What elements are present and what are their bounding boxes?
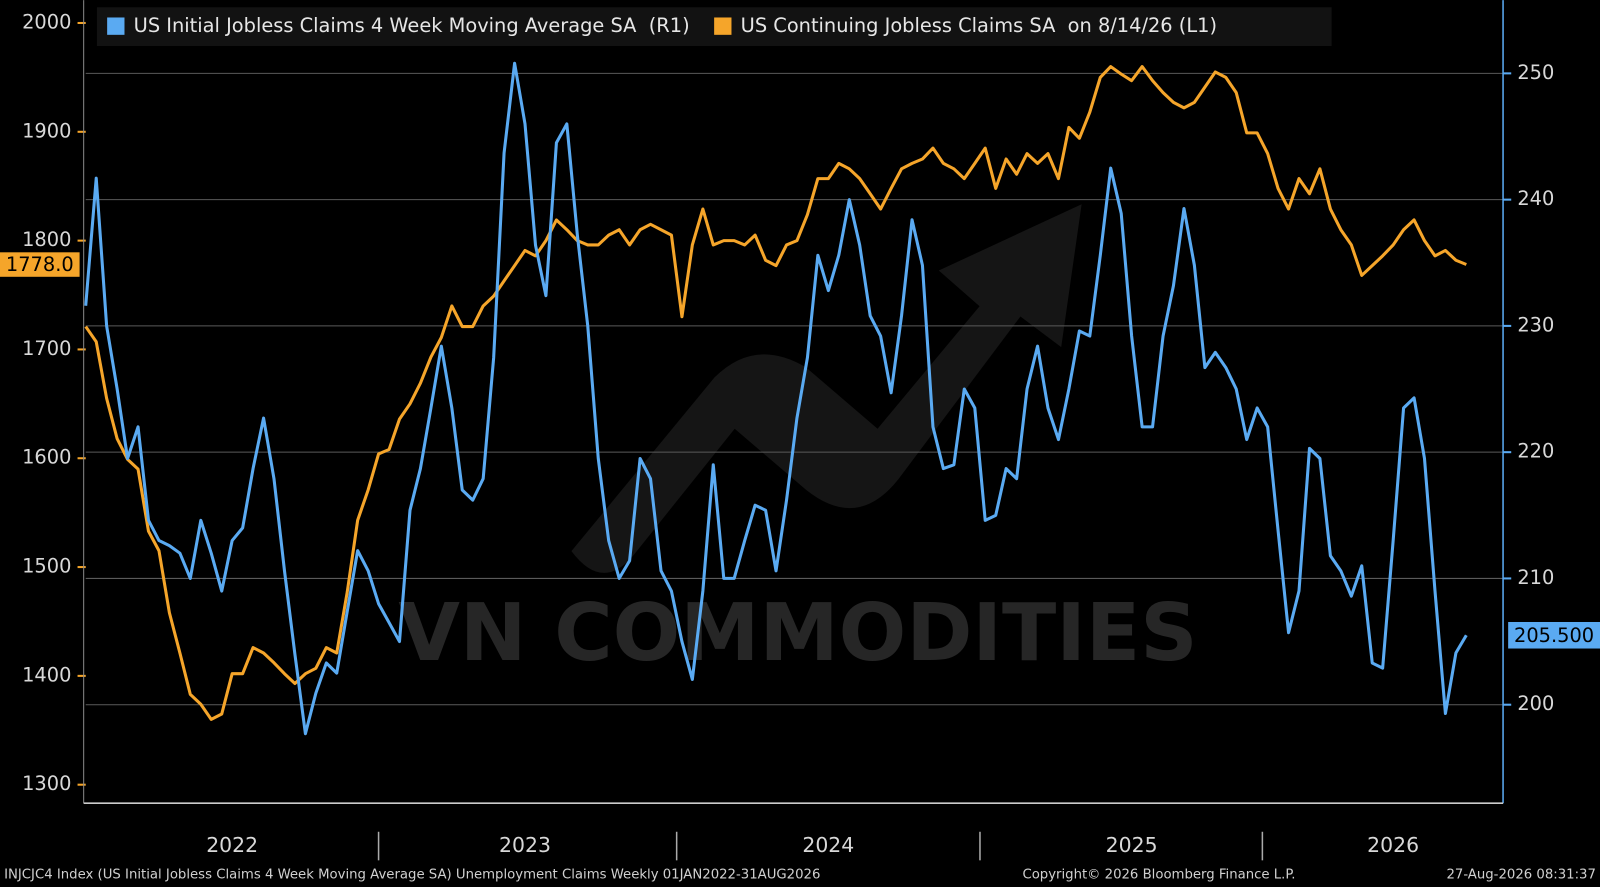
y2-tick-label: 220 [1517,440,1554,463]
x-tick-label: 2022 [206,833,258,857]
y2-tick-label: 240 [1517,187,1554,210]
x-tick-label: 2025 [1106,833,1158,857]
y-tick-label: 1800 [22,228,71,251]
x-tick-label: 2026 [1367,833,1419,857]
series-line [84,61,1468,736]
footer-copyright: Copyright© 2026 Bloomberg Finance L.P. [1022,868,1295,883]
last-value-tag [0,252,80,277]
y-tick-label: 1500 [22,555,71,578]
y2-tick-label: 230 [1517,313,1554,336]
last-value-label: 205.500 [1514,624,1594,647]
legend-swatch [107,17,125,35]
footer-timestamp: 27-Aug-2026 08:31:37 [1446,868,1595,883]
y-tick-label: 1400 [22,663,71,686]
last-value-label: 1778.0 [6,253,74,276]
y-tick-label: 1700 [22,337,71,360]
legend-label: US Initial Jobless Claims 4 Week Moving … [134,14,690,37]
last-value-tag [1508,621,1600,649]
x-tick-label: 2024 [802,833,854,857]
y2-tick-label: 200 [1517,692,1554,715]
series-line [84,65,1467,721]
watermark-arrow [571,204,1082,573]
footer-source: INJCJC4 Index (US Initial Jobless Claims… [4,868,820,883]
legend-swatch [714,17,732,35]
y-tick-label: 1600 [22,446,71,469]
watermark: VN COMMODITIES [398,586,1197,679]
x-tick-label: 2023 [499,833,551,857]
y2-tick-label: 250 [1517,61,1554,84]
watermark-logo [571,204,1082,573]
y-tick-label: 1900 [22,119,71,142]
y2-tick-label: 210 [1517,566,1554,589]
y-tick-label: 2000 [22,10,71,33]
legend-label: US Continuing Jobless Claims SA on 8/14/… [741,14,1217,37]
y-tick-label: 1300 [22,772,71,795]
